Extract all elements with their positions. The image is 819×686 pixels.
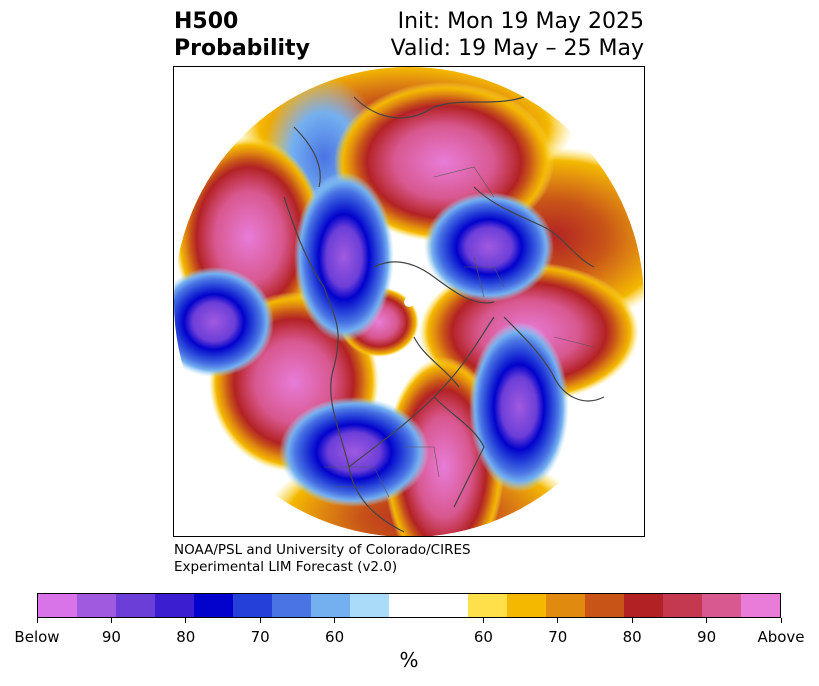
colorbar-tick-label: 80 — [176, 628, 196, 646]
colorbar-swatch — [77, 594, 117, 617]
colorbar-tick-mark — [780, 618, 782, 623]
colorbar-tick-mark — [482, 618, 484, 623]
credit-line-1: NOAA/PSL and University of Colorado/CIRE… — [174, 542, 471, 558]
colorbar-swatch — [467, 594, 507, 617]
probability-colorbar — [37, 593, 781, 618]
colorbar-swatch — [662, 594, 702, 617]
colorbar-unit: % — [399, 648, 419, 672]
coastlines — [283, 96, 605, 533]
polar-map-graphic — [174, 67, 644, 536]
colorbar-tick-label: Above — [757, 628, 805, 646]
colorbar-swatch — [584, 594, 624, 617]
colorbar-swatch — [506, 594, 546, 617]
colorbar-tick-label: Below — [14, 628, 60, 646]
colorbar-swatch — [623, 594, 663, 617]
colorbar-tick-mark — [259, 618, 261, 623]
colorbar-swatch — [428, 594, 468, 617]
colorbar-swatch — [38, 594, 78, 617]
colorbar-tick-label: 90 — [697, 628, 717, 646]
anomaly-field — [174, 67, 644, 536]
colorbar-swatch — [311, 594, 351, 617]
title-kind: Probability — [174, 36, 310, 61]
colorbar-tick-mark — [631, 618, 633, 623]
colorbar-tick-label: 60 — [325, 628, 345, 646]
map-dates: Init: Mon 19 May 2025 Valid: 19 May – 25… — [391, 8, 644, 62]
colorbar-tick-mark — [36, 618, 38, 623]
colorbar-tick-mark — [110, 618, 112, 623]
colorbar-swatch — [272, 594, 312, 617]
colorbar-tick-mark — [557, 618, 559, 623]
probability-map — [173, 66, 645, 537]
colorbar-swatch — [155, 594, 195, 617]
colorbar-swatch — [194, 594, 234, 617]
colorbar-tick-label: 70 — [250, 628, 270, 646]
credit-line-2: Experimental LIM Forecast (v2.0) — [174, 559, 398, 575]
colorbar-swatch — [701, 594, 741, 617]
colorbar-swatch — [389, 594, 429, 617]
colorbar-swatch — [740, 594, 780, 617]
valid-range: Valid: 19 May – 25 May — [390, 36, 644, 61]
colorbar-tick-label: 90 — [101, 628, 121, 646]
colorbar-swatch — [545, 594, 585, 617]
colorbar-tick-mark — [334, 618, 336, 623]
credit-text: NOAA/PSL and University of Colorado/CIRE… — [174, 542, 471, 576]
colorbar-tick-label: 80 — [622, 628, 642, 646]
colorbar-swatch — [116, 594, 156, 617]
colorbar-tick-mark — [185, 618, 187, 623]
colorbar-tick-mark — [706, 618, 708, 623]
init-date: Init: Mon 19 May 2025 — [397, 9, 644, 34]
colorbar-tick-label: 70 — [548, 628, 568, 646]
map-title: H500 Probability — [174, 8, 310, 62]
title-variable: H500 — [174, 9, 239, 34]
colorbar-swatch — [233, 594, 273, 617]
colorbar-tick-label: 60 — [473, 628, 493, 646]
colorbar-swatch — [350, 594, 390, 617]
borders — [324, 166, 595, 498]
